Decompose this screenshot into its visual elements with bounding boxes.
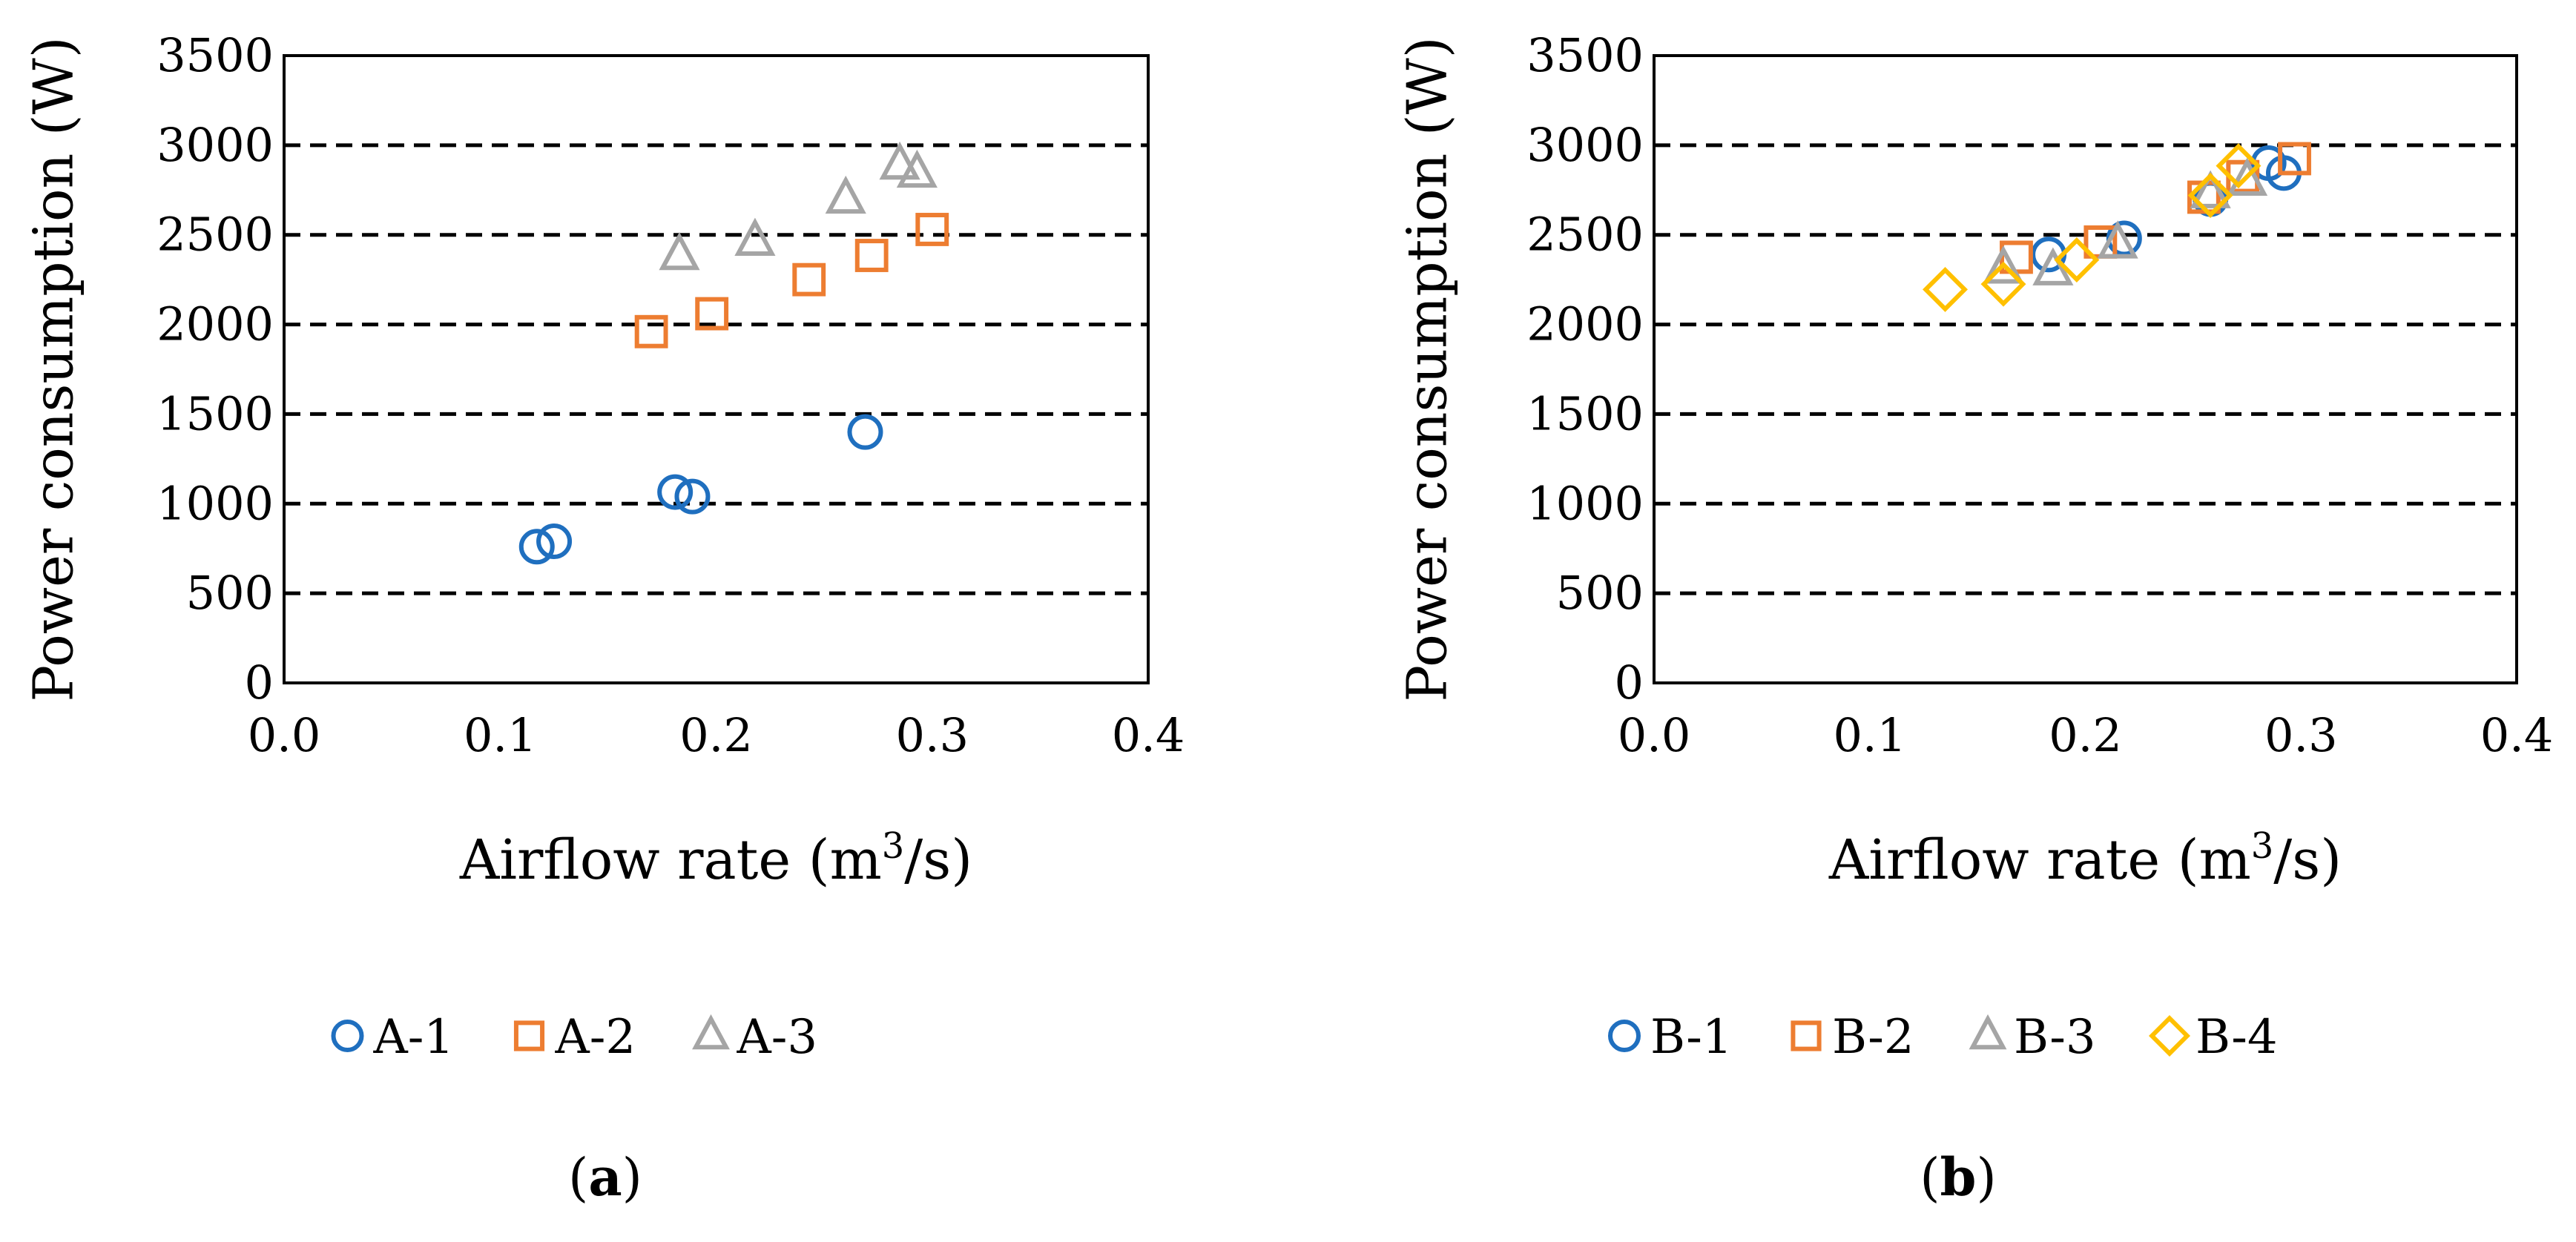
legend-marker-B-3 [1969,1014,2007,1050]
y-axis-label: Power consumption (W) [22,36,85,701]
legend-item: B-4 [2149,1010,2278,1065]
data-point-A-2 [634,314,668,349]
y-tick-label: 3500 [1526,28,1644,82]
plot-frame [1653,54,2518,684]
y-tick-label: 0 [245,655,274,710]
y-tick-label: 2500 [157,208,274,262]
y-tick-label: 3000 [1526,118,1644,172]
legend-marker-B-4 [2149,1015,2190,1057]
y-tick-label: 1500 [1526,386,1644,440]
data-point-B-3 [2226,157,2268,196]
legend-item: A-2 [513,1010,636,1065]
data-point-B-2 [2278,142,2311,176]
data-point-A-1 [536,523,573,560]
y-tick-label: 2000 [157,297,274,351]
data-point-A-3 [659,231,700,271]
data-point-A-1 [657,474,694,510]
x-axis-label: Airflow rate (m3/s) [459,825,972,892]
x-tick-label: 0.1 [1833,708,1906,762]
y-tick-label: 3000 [157,118,274,172]
data-point-B-3 [2097,220,2138,259]
x-tick-label: 0.2 [2049,708,2122,762]
x-tick-label: 0.3 [895,708,969,762]
data-point-B-3 [2190,170,2231,208]
y-axis-label: Power consumption (W) [1395,36,1459,701]
y-tick-label: 500 [186,566,274,620]
data-point-B-4 [2054,237,2100,283]
y-tick-label: 1000 [1526,476,1644,530]
y-tick-label: 1000 [157,476,274,530]
legend-marker-A-2 [513,1020,545,1051]
legend-item: B-3 [1969,1010,2096,1065]
legend-item: B-2 [1791,1010,1914,1065]
legend-item: A-3 [692,1010,818,1065]
x-tick-label: 0.1 [464,708,537,762]
legend-label: B-4 [2195,1010,2278,1065]
data-point-B-4 [1923,266,1969,312]
legend-marker-A-3 [692,1014,730,1050]
panel-b: 0 500 1000 1500 2000 2500 3000 3500 0.0 0.1 0.2 0.3… [1395,28,2553,1208]
y-tick-label: 3500 [157,28,274,82]
legend-label: A-2 [555,1010,636,1065]
data-point-A-2 [695,297,729,331]
data-point-B-3 [2032,247,2074,285]
data-point-A-1 [847,414,883,450]
data-point-B-4 [2216,143,2262,189]
y-tick-label: 500 [1556,566,1644,620]
legend-label: B-1 [1650,1010,1733,1065]
data-point-B-4 [2187,173,2233,219]
data-point-A-2 [854,239,889,272]
data-point-A-2 [792,262,826,297]
y-tick-label: 2000 [1526,297,1644,351]
y-tick-label: 0 [1615,655,1644,710]
legend-label: A-1 [373,1010,455,1065]
legend-label: B-3 [2014,1010,2096,1065]
x-axis-label: Airflow rate (m3/s) [1828,825,2342,892]
x-tick-label: 0.3 [2264,708,2338,762]
legend-item: B-1 [1608,1010,1733,1065]
panel-a: 0 500 1000 1500 2000 2500 3000 3500 0.0 0.1 0.2 0.3… [22,28,1185,1208]
x-tick-label: 0.2 [679,708,753,762]
data-point-A-1 [674,478,711,515]
data-point-A-2 [915,213,949,246]
panel-label: (a) [568,1146,642,1208]
legend-item: A-1 [331,1010,455,1065]
legend-label: B-2 [1832,1010,1914,1065]
y-tick-label: 2500 [1526,208,1644,262]
legend-marker-A-1 [331,1020,364,1052]
plot-frame [283,54,1150,684]
legend-label: A-3 [737,1010,818,1065]
panel-label: (b) [1920,1146,1997,1208]
legend-marker-B-1 [1608,1020,1641,1052]
data-point-A-3 [734,217,776,256]
x-tick-label: 0.0 [1618,708,1691,762]
data-point-B-3 [1983,245,2024,284]
x-tick-label: 0.0 [248,708,321,762]
legend-marker-B-2 [1791,1020,1822,1051]
x-tick-label: 0.4 [1112,708,1185,762]
data-point-A-1 [518,529,555,565]
data-point-A-3 [825,175,866,214]
data-point-A-3 [896,149,938,188]
data-point-B-4 [1980,261,2026,307]
data-point-A-3 [879,141,920,180]
x-tick-label: 0.4 [2480,708,2554,762]
y-tick-label: 1500 [157,386,274,440]
